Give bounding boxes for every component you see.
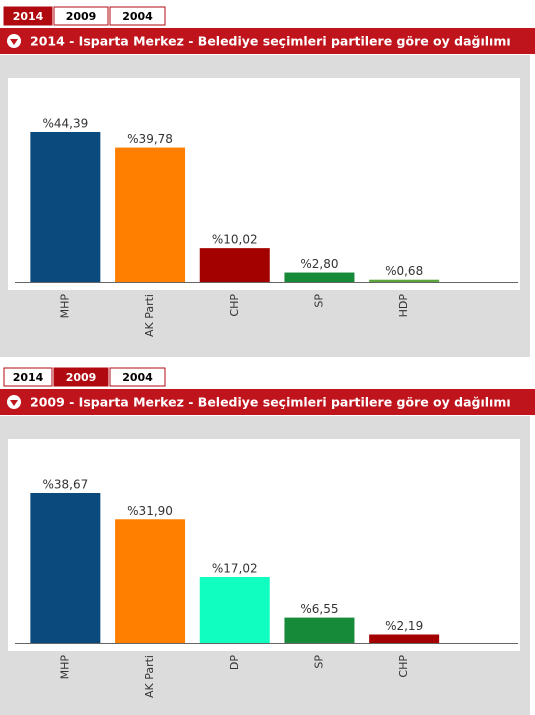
bar (284, 617, 355, 643)
value-label: %44,39 (42, 117, 88, 131)
bar (199, 248, 270, 282)
header-icon-arrow (10, 400, 18, 406)
bar (30, 493, 101, 643)
header-bar (0, 28, 535, 54)
bar (30, 132, 101, 282)
header-icon-arrow (10, 39, 18, 45)
x-tick-label: SP (312, 294, 325, 308)
year-tab[interactable] (109, 6, 166, 26)
value-label: %10,02 (212, 233, 258, 247)
value-label: %38,67 (42, 478, 88, 492)
bar (369, 279, 440, 282)
year-tab-label[interactable]: 2009 (66, 10, 97, 23)
year-tab-label[interactable]: 2004 (122, 371, 153, 384)
year-tab[interactable] (53, 367, 109, 387)
x-tick-label: MHP (58, 655, 71, 680)
value-label: %39,78 (127, 132, 173, 146)
year-tab[interactable] (3, 6, 53, 26)
x-tick-label: DP (228, 655, 241, 670)
x-tick-label: HDP (397, 294, 410, 318)
year-tab[interactable] (109, 367, 166, 387)
x-tick-label: MHP (58, 294, 71, 319)
x-tick-label: CHP (397, 655, 410, 678)
value-label: %6,55 (300, 602, 338, 616)
bar (199, 576, 270, 643)
chart-title: 2014 - Isparta Merkez - Belediye seçimle… (30, 34, 511, 49)
year-tab-label[interactable]: 2014 (13, 371, 44, 384)
value-label: %2,19 (385, 619, 423, 633)
x-tick-label: SP (312, 655, 325, 669)
year-tab-label[interactable]: 2004 (122, 10, 153, 23)
bar (284, 272, 355, 282)
bar (115, 519, 186, 643)
chart-title: 2009 - Isparta Merkez - Belediye seçimle… (30, 395, 511, 410)
bar (115, 147, 186, 282)
x-tick-label: AK Parti (143, 655, 156, 698)
year-tab-label[interactable]: 2014 (13, 10, 44, 23)
value-label: %31,90 (127, 504, 173, 518)
value-label: %0,68 (385, 264, 423, 278)
value-label: %17,02 (212, 561, 258, 575)
bar (369, 634, 440, 643)
value-label: %2,80 (300, 257, 338, 271)
year-tab[interactable] (3, 367, 53, 387)
header-bar (0, 389, 535, 415)
x-tick-label: AK Parti (143, 294, 156, 337)
year-tab-label[interactable]: 2009 (66, 371, 97, 384)
x-tick-label: CHP (228, 294, 241, 317)
year-tab[interactable] (53, 6, 109, 26)
